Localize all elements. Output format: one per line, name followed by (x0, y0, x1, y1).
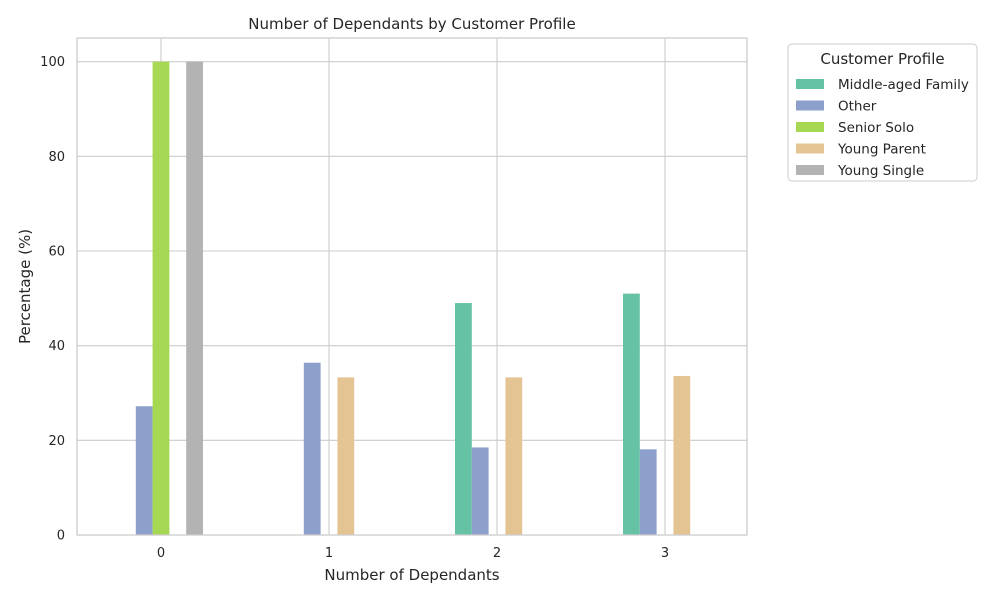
y-tick-label: 0 (57, 529, 65, 544)
bar (135, 406, 153, 535)
bar (505, 377, 523, 535)
chart-title: Number of Dependants by Customer Profile (248, 15, 575, 33)
y-tick-label: 100 (40, 55, 65, 70)
legend-label: Other (838, 99, 877, 115)
y-tick-label: 80 (48, 150, 65, 165)
y-tick-label: 40 (48, 339, 65, 354)
plot-frame (76, 37, 748, 536)
x-axis-label: Number of Dependants (324, 566, 499, 584)
y-tick-labels: 0 20 40 60 80 100 (40, 55, 65, 543)
x-tick-label: 3 (661, 546, 669, 561)
legend-label: Middle-aged Family (838, 77, 969, 93)
y-axis-label: Percentage (%) (16, 229, 34, 344)
bar (186, 61, 203, 536)
legend-label: Young Single (837, 163, 924, 179)
bar (639, 449, 657, 535)
x-tick-label: 1 (325, 546, 333, 561)
legend-swatch (796, 122, 824, 132)
bar (152, 61, 170, 536)
legend-items: Middle-aged Family Other Senior Solo Young … (796, 77, 969, 179)
bar (471, 447, 489, 535)
bar (455, 303, 472, 535)
legend-swatch (796, 79, 824, 89)
legend: Customer Profile Middle-aged Family Other… (787, 43, 978, 182)
y-tick-label: 20 (48, 434, 65, 449)
legend-label: Young Parent (837, 142, 926, 158)
legend-swatch (796, 100, 824, 111)
x-tick-label: 0 (157, 546, 165, 561)
x-tick-label: 2 (493, 546, 501, 561)
bar (337, 377, 355, 535)
legend-label: Senior Solo (838, 120, 914, 136)
bar (623, 293, 640, 535)
bar (673, 375, 691, 535)
x-tick-labels: 0 1 2 3 (157, 546, 669, 561)
bars-group (135, 61, 691, 536)
bar (303, 362, 321, 535)
legend-title: Customer Profile (820, 50, 944, 68)
y-tick-label: 60 (48, 245, 65, 260)
legend-box (787, 43, 978, 182)
legend-swatch (796, 143, 824, 154)
legend-swatch (796, 165, 824, 175)
